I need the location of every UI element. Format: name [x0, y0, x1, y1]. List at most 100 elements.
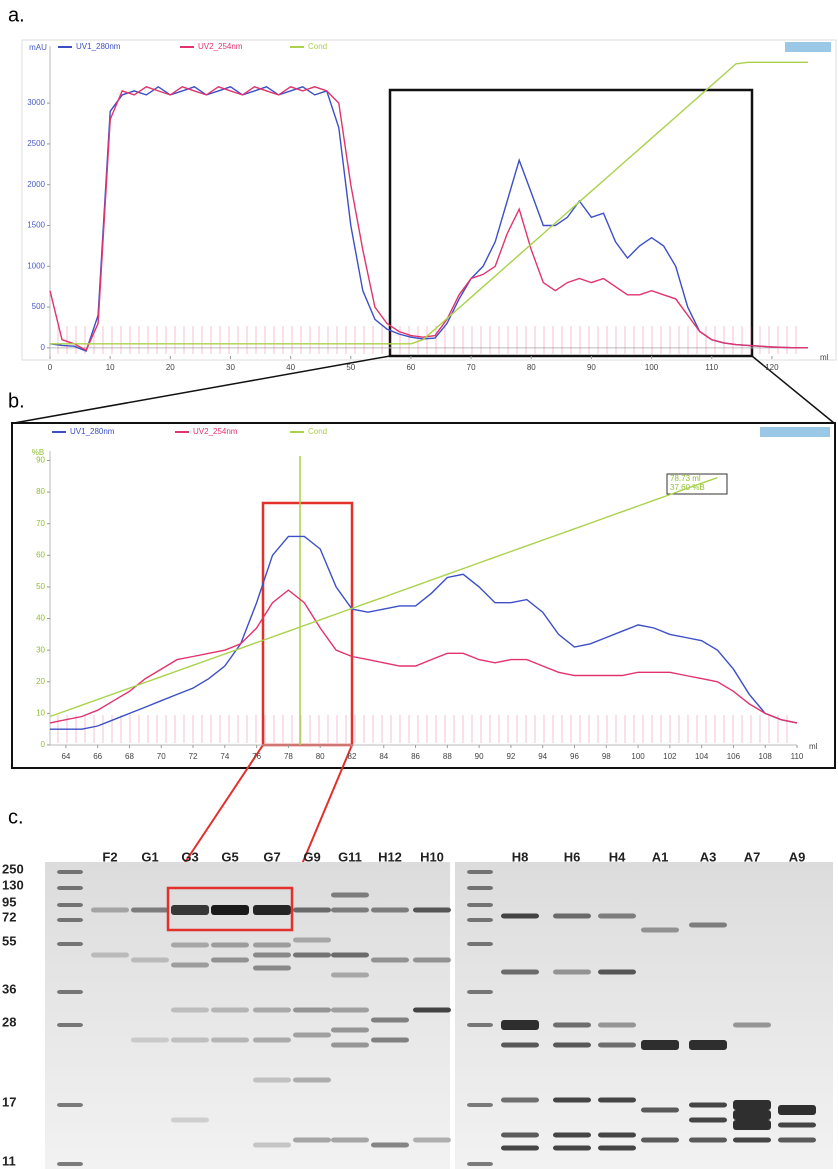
button[interactable] — [785, 42, 831, 52]
gel-band — [467, 1162, 493, 1166]
series-line — [49, 476, 718, 718]
gel-band — [553, 969, 591, 975]
x-tick-label: 108 — [759, 752, 773, 761]
gel-band — [293, 1137, 331, 1143]
gel-band — [57, 990, 83, 994]
gel-band — [689, 1137, 727, 1143]
y-tick-label: 2500 — [27, 139, 45, 148]
gel-band — [598, 913, 636, 919]
y-axis-label: %B — [32, 448, 44, 457]
gel-band — [91, 952, 129, 958]
zoom-connector — [751, 355, 835, 424]
gel-band — [253, 1007, 291, 1013]
x-tick-label: 74 — [220, 752, 229, 761]
x-tick-label: 90 — [475, 752, 484, 761]
gel-band — [293, 1032, 331, 1038]
gel-band — [331, 972, 369, 978]
gel-band — [467, 1103, 493, 1107]
highlight-box — [166, 886, 294, 932]
lane-label: G5 — [221, 849, 238, 864]
x-tick-label: 70 — [467, 363, 476, 372]
gel-band — [211, 1007, 249, 1013]
gel — [455, 862, 833, 1169]
gel-band — [467, 1023, 493, 1027]
legend-label: UV1_280nm — [76, 42, 121, 51]
x-tick-label: 90 — [587, 363, 596, 372]
gel-band — [501, 1042, 539, 1048]
series-line — [50, 61, 808, 345]
gel-band — [171, 1037, 209, 1043]
x-tick-label: 72 — [189, 752, 198, 761]
ladder-label: 17 — [2, 1094, 16, 1109]
gel-band — [413, 957, 451, 963]
x-tick-label: 64 — [61, 752, 70, 761]
gel-band — [57, 886, 83, 890]
lane-label: G7 — [263, 849, 280, 864]
x-tick-label: 84 — [379, 752, 388, 761]
lane-label: A1 — [652, 849, 669, 864]
gel-band — [371, 957, 409, 963]
lane-label: H10 — [420, 849, 444, 864]
ladder-label: 11 — [2, 1153, 16, 1168]
gel-band — [467, 886, 493, 890]
ladder-label: 36 — [2, 981, 16, 996]
y-tick-label: 0 — [41, 740, 46, 749]
legend-label: UV2_254nm — [198, 42, 243, 51]
y-tick-label: 50 — [36, 582, 45, 591]
gel-band — [733, 1137, 771, 1143]
x-tick-label: 80 — [527, 363, 536, 372]
gel-band — [733, 1022, 771, 1028]
legend-label: UV2_254nm — [193, 427, 238, 436]
ladder-label: 95 — [2, 894, 16, 909]
gel-band — [171, 1117, 209, 1123]
gel-band — [171, 962, 209, 968]
gel-band — [778, 1122, 816, 1128]
x-tick-label: 76 — [252, 752, 261, 761]
gel-band — [689, 1117, 727, 1123]
x-tick-label: 50 — [346, 363, 355, 372]
gel-band — [293, 1007, 331, 1013]
ladder-label: 130 — [2, 877, 24, 892]
x-tick-label: 82 — [348, 752, 357, 761]
y-tick-label: 60 — [36, 550, 45, 559]
gel-band — [293, 937, 331, 943]
lane-label: H4 — [609, 849, 626, 864]
y-tick-label: 80 — [36, 487, 45, 496]
x-tick-label: 30 — [226, 363, 235, 372]
gel-band — [293, 907, 331, 913]
gel-band — [598, 1042, 636, 1048]
gel-band — [598, 1132, 636, 1138]
gel-band — [598, 1097, 636, 1103]
y-tick-label: 10 — [36, 708, 45, 717]
x-tick-label: 78 — [284, 752, 293, 761]
gel-band — [253, 952, 291, 958]
button[interactable] — [760, 427, 830, 437]
gel-band — [371, 1037, 409, 1043]
gel-band — [131, 957, 169, 963]
gel-band — [467, 918, 493, 922]
legend-label: Cond — [308, 427, 327, 436]
gel-band — [171, 1007, 209, 1013]
gel-band — [501, 1132, 539, 1138]
lane-label: G1 — [141, 849, 158, 864]
gel-band — [57, 1023, 83, 1027]
x-tick-label: 70 — [157, 752, 166, 761]
gel-band — [331, 1042, 369, 1048]
lane-label: H12 — [378, 849, 402, 864]
gel-band — [553, 1132, 591, 1138]
gel-band — [293, 1077, 331, 1083]
gel-band — [57, 1103, 83, 1107]
gel-band — [778, 1137, 816, 1143]
series-line — [50, 535, 798, 730]
panel-label: b. — [8, 390, 25, 412]
y-tick-label: 70 — [36, 519, 45, 528]
y-tick-label: 40 — [36, 614, 45, 623]
gel-band — [253, 905, 291, 915]
x-tick-label: 40 — [286, 363, 295, 372]
gel-band — [131, 1037, 169, 1043]
x-tick-label: 120 — [765, 363, 779, 372]
gel-band — [553, 1042, 591, 1048]
y-tick-label: 1000 — [27, 261, 45, 270]
gel-band — [253, 965, 291, 971]
